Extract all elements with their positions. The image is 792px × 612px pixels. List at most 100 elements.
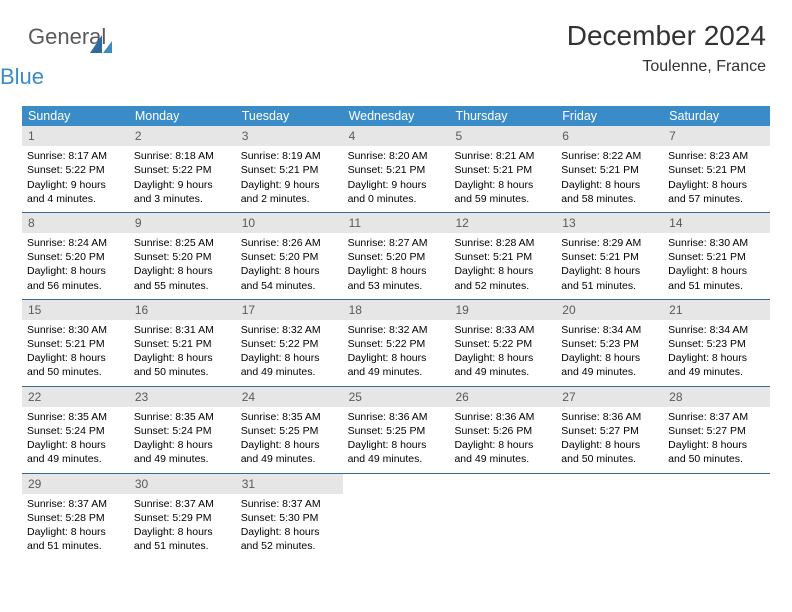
- daylight-line: Daylight: 8 hours and 49 minutes.: [454, 351, 551, 379]
- day-body: Sunrise: 8:21 AMSunset: 5:21 PMDaylight:…: [449, 146, 556, 212]
- daylight-line: Daylight: 9 hours and 2 minutes.: [241, 178, 338, 206]
- day-number: 24: [236, 387, 343, 407]
- day-cell: 31Sunrise: 8:37 AMSunset: 5:30 PMDayligh…: [236, 474, 343, 560]
- day-body: Sunrise: 8:23 AMSunset: 5:21 PMDaylight:…: [663, 146, 770, 212]
- day-number: 15: [22, 300, 129, 320]
- day-number: 4: [343, 126, 450, 146]
- day-cell-empty: .: [343, 474, 450, 560]
- day-of-week-header: SundayMondayTuesdayWednesdayThursdayFrid…: [22, 106, 770, 126]
- daylight-line: Daylight: 8 hours and 53 minutes.: [348, 264, 445, 292]
- sunrise-line: Sunrise: 8:37 AM: [134, 497, 231, 511]
- day-number: 5: [449, 126, 556, 146]
- day-cell: 6Sunrise: 8:22 AMSunset: 5:21 PMDaylight…: [556, 126, 663, 212]
- sunset-line: Sunset: 5:21 PM: [454, 163, 551, 177]
- day-number: 26: [449, 387, 556, 407]
- sunset-line: Sunset: 5:27 PM: [561, 424, 658, 438]
- day-cell: 14Sunrise: 8:30 AMSunset: 5:21 PMDayligh…: [663, 213, 770, 299]
- dow-sunday: Sunday: [22, 106, 129, 126]
- daylight-line: Daylight: 8 hours and 49 minutes.: [27, 438, 124, 466]
- day-number: 12: [449, 213, 556, 233]
- day-body: Sunrise: 8:30 AMSunset: 5:21 PMDaylight:…: [663, 233, 770, 299]
- day-number: 6: [556, 126, 663, 146]
- day-body: Sunrise: 8:22 AMSunset: 5:21 PMDaylight:…: [556, 146, 663, 212]
- day-cell: 11Sunrise: 8:27 AMSunset: 5:20 PMDayligh…: [343, 213, 450, 299]
- day-body: Sunrise: 8:28 AMSunset: 5:21 PMDaylight:…: [449, 233, 556, 299]
- day-cell: 15 Sunrise: 8:30 AMSunset: 5:21 PMDayligh…: [22, 300, 129, 386]
- sunset-line: Sunset: 5:22 PM: [27, 163, 124, 177]
- sunrise-line: Sunrise: 8:30 AM: [668, 236, 765, 250]
- sunset-line: Sunset: 5:21 PM: [561, 250, 658, 264]
- sunset-line: Sunset: 5:26 PM: [454, 424, 551, 438]
- dow-thursday: Thursday: [449, 106, 556, 126]
- sunrise-line: Sunrise: 8:30 AM: [27, 323, 124, 337]
- day-cell: 8Sunrise: 8:24 AMSunset: 5:20 PMDaylight…: [22, 213, 129, 299]
- day-body: Sunrise: 8:31 AMSunset: 5:21 PMDaylight:…: [129, 320, 236, 386]
- location-subtitle: Toulenne, France: [567, 58, 766, 76]
- sunset-line: Sunset: 5:30 PM: [241, 511, 338, 525]
- day-number: 30: [129, 474, 236, 494]
- day-cell: 7Sunrise: 8:23 AMSunset: 5:21 PMDaylight…: [663, 126, 770, 212]
- day-body: Sunrise: 8:37 AMSunset: 5:28 PMDaylight:…: [22, 494, 129, 560]
- sunset-line: Sunset: 5:25 PM: [241, 424, 338, 438]
- sunset-line: Sunset: 5:21 PM: [561, 163, 658, 177]
- day-number: 23: [129, 387, 236, 407]
- daylight-line: Daylight: 8 hours and 50 minutes.: [134, 351, 231, 379]
- day-body: Sunrise: 8:20 AMSunset: 5:21 PMDaylight:…: [343, 146, 450, 212]
- sunrise-line: Sunrise: 8:25 AM: [134, 236, 231, 250]
- calendar-grid: SundayMondayTuesdayWednesdayThursdayFrid…: [22, 106, 770, 559]
- sunrise-line: Sunrise: 8:32 AM: [241, 323, 338, 337]
- day-cell: 5Sunrise: 8:21 AMSunset: 5:21 PMDaylight…: [449, 126, 556, 212]
- day-cell-empty: .: [556, 474, 663, 560]
- daylight-line: Daylight: 8 hours and 50 minutes.: [27, 351, 124, 379]
- dow-tuesday: Tuesday: [236, 106, 343, 126]
- sunset-line: Sunset: 5:22 PM: [241, 337, 338, 351]
- sunset-line: Sunset: 5:21 PM: [27, 337, 124, 351]
- sunset-line: Sunset: 5:21 PM: [454, 250, 551, 264]
- daylight-line: Daylight: 8 hours and 49 minutes.: [241, 438, 338, 466]
- daylight-line: Daylight: 8 hours and 49 minutes.: [561, 351, 658, 379]
- day-body: Sunrise: 8:35 AMSunset: 5:24 PMDaylight:…: [22, 407, 129, 473]
- daylight-line: Daylight: 9 hours and 3 minutes.: [134, 178, 231, 206]
- week-row: 1Sunrise: 8:17 AMSunset: 5:22 PMDaylight…: [22, 126, 770, 213]
- day-number: 14: [663, 213, 770, 233]
- day-number: 29: [22, 474, 129, 494]
- day-number: 22: [22, 387, 129, 407]
- sunset-line: Sunset: 5:23 PM: [561, 337, 658, 351]
- sunset-line: Sunset: 5:22 PM: [454, 337, 551, 351]
- day-body: Sunrise: 8:35 AMSunset: 5:24 PMDaylight:…: [129, 407, 236, 473]
- sunset-line: Sunset: 5:20 PM: [348, 250, 445, 264]
- sunrise-line: Sunrise: 8:37 AM: [668, 410, 765, 424]
- day-number: 3: [236, 126, 343, 146]
- day-number: 31: [236, 474, 343, 494]
- day-cell: 28Sunrise: 8:37 AMSunset: 5:27 PMDayligh…: [663, 387, 770, 473]
- week-row: 8Sunrise: 8:24 AMSunset: 5:20 PMDaylight…: [22, 213, 770, 300]
- day-number: 13: [556, 213, 663, 233]
- sunrise-line: Sunrise: 8:33 AM: [454, 323, 551, 337]
- day-body: Sunrise: 8:25 AMSunset: 5:20 PMDaylight:…: [129, 233, 236, 299]
- daylight-line: Daylight: 8 hours and 51 minutes.: [668, 264, 765, 292]
- day-body: Sunrise: 8:24 AMSunset: 5:20 PMDaylight:…: [22, 233, 129, 299]
- daylight-line: Daylight: 8 hours and 49 minutes.: [348, 351, 445, 379]
- sunset-line: Sunset: 5:22 PM: [134, 163, 231, 177]
- day-cell: 25Sunrise: 8:36 AMSunset: 5:25 PMDayligh…: [343, 387, 450, 473]
- week-row: 15Sunrise: 8:30 AMSunset: 5:21 PMDayligh…: [22, 300, 770, 387]
- week-row: 29Sunrise: 8:37 AMSunset: 5:28 PMDayligh…: [22, 474, 770, 560]
- day-number: 18: [343, 300, 450, 320]
- day-number: 7: [663, 126, 770, 146]
- day-body: Sunrise: 8:36 AMSunset: 5:27 PMDaylight:…: [556, 407, 663, 473]
- day-cell: 13Sunrise: 8:29 AMSunset: 5:21 PMDayligh…: [556, 213, 663, 299]
- daylight-line: Daylight: 9 hours and 0 minutes.: [348, 178, 445, 206]
- day-cell: 20Sunrise: 8:34 AMSunset: 5:23 PMDayligh…: [556, 300, 663, 386]
- day-cell: 17Sunrise: 8:32 AMSunset: 5:22 PMDayligh…: [236, 300, 343, 386]
- daylight-line: Daylight: 8 hours and 52 minutes.: [241, 525, 338, 553]
- sunset-line: Sunset: 5:23 PM: [668, 337, 765, 351]
- day-cell: 24Sunrise: 8:35 AMSunset: 5:25 PMDayligh…: [236, 387, 343, 473]
- sunrise-line: Sunrise: 8:31 AM: [134, 323, 231, 337]
- day-body: Sunrise: 8:19 AMSunset: 5:21 PMDaylight:…: [236, 146, 343, 212]
- day-number: 21: [663, 300, 770, 320]
- daylight-line: Daylight: 8 hours and 49 minutes.: [134, 438, 231, 466]
- day-number: 2: [129, 126, 236, 146]
- sunset-line: Sunset: 5:20 PM: [27, 250, 124, 264]
- day-number: 1: [22, 126, 129, 146]
- sunrise-line: Sunrise: 8:36 AM: [561, 410, 658, 424]
